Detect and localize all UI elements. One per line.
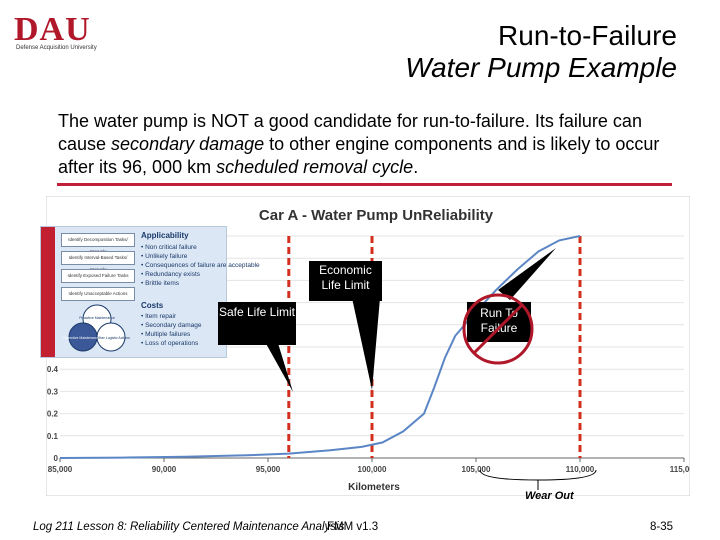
x-tick-label: 90,000 [152, 465, 177, 474]
page-number: 8-35 [650, 521, 674, 533]
dau-logo: DAU Defense Acquisition University [14, 12, 130, 52]
x-tick-label: 85,000 [48, 465, 73, 474]
footer-course-text: Log 211 Lesson 8: Reliability Centered M… [33, 521, 345, 533]
x-tick-label: 115,000 [670, 465, 690, 474]
prohibited-icon [462, 293, 534, 365]
intro-emphasis-2: scheduled removal cycle [216, 157, 414, 177]
run-to-failure-callout: Run To Failure [467, 302, 531, 342]
footer-course-title: Log 211 Lesson 8: Reliability Centered M… [33, 521, 378, 533]
prohibited-slash [472, 303, 524, 355]
applicability-item: • Non critical failure [141, 244, 197, 251]
applicability-item: • Consequences of failure are acceptable [141, 262, 260, 269]
economic-life-pointer [352, 298, 380, 390]
intro-text-3: . [413, 157, 419, 177]
costs-item: • Loss of operations [141, 340, 199, 347]
venn-label-other: Other Logistic Actions [96, 336, 130, 340]
slide-title: Run-to-Failure Water Pump Example [405, 20, 677, 84]
chart-title: Car A - Water Pump UnReliability [259, 207, 494, 224]
safe-life-pointer [264, 340, 293, 392]
safe-life-callout: Safe Life Limit [218, 302, 296, 345]
economic-life-callout: Economic Life Limit [309, 261, 382, 301]
logo-subtext: Defense Acquisition University [16, 45, 97, 51]
venn-label-proactive: Proactive Maintenance [79, 316, 115, 320]
intro-emphasis-1: secondary damage [111, 134, 265, 154]
rcm-applicability-inset: Identify Decomposition Tasks/ Intervals … [40, 226, 260, 358]
costs-item: • Multiple failures [141, 331, 191, 338]
x-tick-label: 110,000 [566, 465, 595, 474]
applicability-heading: Applicability [141, 231, 189, 240]
y-tick-label: 0.2 [47, 410, 59, 419]
inset-red-bar [41, 227, 55, 357]
y-tick-label: 0.4 [47, 365, 59, 374]
run-to-failure-badge: Run To Failure [457, 290, 539, 372]
y-tick-label: 0.3 [47, 387, 59, 396]
run-to-failure-pointer [498, 248, 556, 300]
y-tick-label: 0 [54, 454, 59, 463]
maintenance-venn-icon: Proactive Maintenance Corrective Mainten… [63, 304, 130, 352]
costs-item: • Item repair [141, 313, 177, 320]
intro-paragraph: The water pump is NOT a good candidate f… [58, 110, 688, 179]
footer-version: FMM v1.3 [327, 521, 379, 533]
unreliability-curve [59, 235, 581, 459]
divider-rule [57, 183, 672, 186]
title-line-2: Water Pump Example [405, 52, 677, 83]
inset-box-4: Identify Unacceptable Actions [61, 287, 135, 301]
x-axis-label: Kilometers [348, 482, 400, 493]
venn-label-corrective: Corrective Maintenance [63, 336, 100, 340]
intro-text-1: The water pump is NOT a good candidate f… [58, 111, 642, 154]
applicability-item: • Unlikely failure [141, 253, 188, 260]
costs-heading: Costs [141, 301, 164, 310]
applicability-item: • Redundancy exists [141, 271, 201, 278]
y-tick-label: 0.1 [47, 432, 59, 441]
wear-out-bracket [479, 469, 597, 490]
title-line-1: Run-to-Failure [498, 20, 677, 51]
venn-circle-other [96, 322, 126, 352]
x-tick-label: 105,000 [462, 465, 491, 474]
costs-item: • Secondary damage [141, 322, 202, 329]
wear-out-label: Wear Out [525, 490, 574, 502]
prohibited-ring [462, 293, 534, 365]
x-tick-label: 95,000 [256, 465, 281, 474]
bracket-line [479, 469, 597, 481]
inset-box-3: Identify Exposed Failure Tasks [61, 269, 135, 283]
logo-text: DAU [14, 11, 91, 48]
applicability-item: • Brittle items [141, 280, 180, 287]
x-tick-label: 100,000 [358, 465, 387, 474]
intro-text-2: to other engine components and is likely… [58, 134, 660, 177]
